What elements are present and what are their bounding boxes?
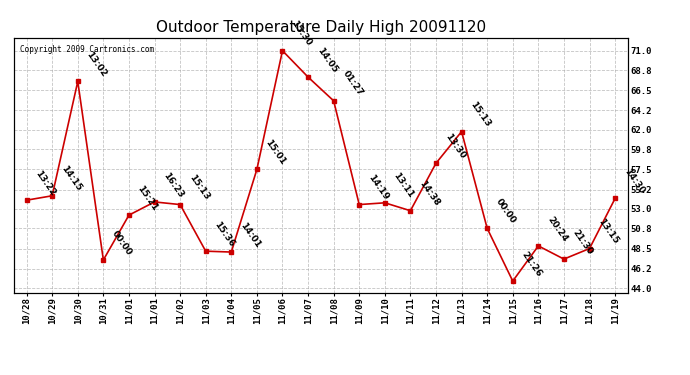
Text: 15:13: 15:13 — [469, 100, 493, 129]
Text: 13:22: 13:22 — [34, 169, 57, 197]
Text: 21:30: 21:30 — [571, 228, 595, 256]
Text: 20:24: 20:24 — [545, 214, 569, 243]
Text: 14:30: 14:30 — [622, 167, 646, 196]
Text: 13:02: 13:02 — [85, 50, 108, 79]
Text: 14:15: 14:15 — [59, 164, 83, 193]
Text: 00:00: 00:00 — [110, 229, 134, 257]
Text: 00:00: 00:00 — [494, 197, 518, 225]
Text: 14:05: 14:05 — [315, 46, 339, 74]
Text: 15:21: 15:21 — [136, 184, 159, 212]
Text: 21:26: 21:26 — [520, 250, 544, 278]
Text: 13:15: 13:15 — [596, 217, 620, 246]
Text: 16:23: 16:23 — [161, 171, 186, 199]
Text: 14:38: 14:38 — [417, 179, 441, 208]
Text: 01:27: 01:27 — [341, 69, 364, 98]
Text: 14:19: 14:19 — [366, 173, 390, 202]
Text: 15:01: 15:01 — [264, 138, 288, 166]
Text: 14:01: 14:01 — [238, 220, 262, 249]
Text: Copyright 2009 Cartronics.com: Copyright 2009 Cartronics.com — [20, 45, 154, 54]
Text: 15:30: 15:30 — [289, 20, 313, 48]
Text: 15:13: 15:13 — [187, 173, 211, 202]
Title: Outdoor Temperature Daily High 20091120: Outdoor Temperature Daily High 20091120 — [156, 20, 486, 35]
Text: 13:11: 13:11 — [392, 171, 415, 200]
Text: 13:30: 13:30 — [443, 132, 466, 160]
Text: 15:36: 15:36 — [213, 220, 237, 248]
